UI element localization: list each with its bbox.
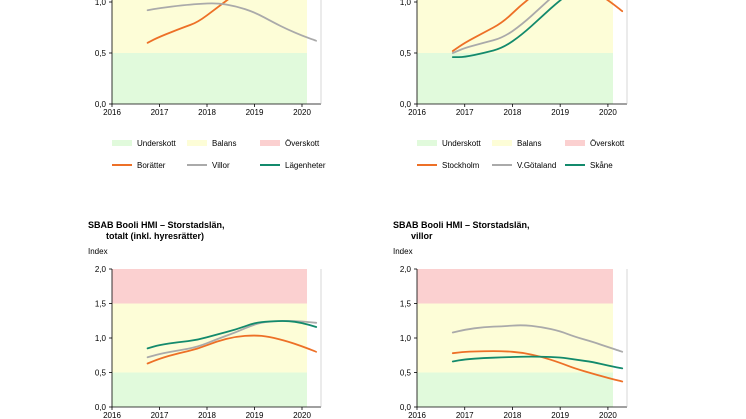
legend-label: Borätter xyxy=(137,161,166,170)
x-tick-label: 2018 xyxy=(198,411,216,419)
y-tick-label: 0,5 xyxy=(95,49,107,58)
y-axis-label: Index xyxy=(88,247,108,256)
x-tick-label: 2020 xyxy=(599,108,617,117)
legend-item-series: Borätter xyxy=(112,161,166,170)
y-tick-label: 1,0 xyxy=(400,334,412,343)
legend-item-series: Lägenheter xyxy=(260,161,326,170)
legend-label: Villor xyxy=(212,161,230,170)
chart-panel-2: 0,0 0,5 1,0 2016 2017 2018 2019 2020 Underskott B… xyxy=(400,0,628,170)
x-tick-label: 2019 xyxy=(551,108,569,117)
x-tick-label: 2020 xyxy=(293,411,311,419)
legend-label: Underskott xyxy=(442,139,481,148)
zone-band-under xyxy=(417,53,613,104)
series-line-v-götaland xyxy=(451,324,624,353)
legend-item-balans: Balans xyxy=(187,139,236,148)
zone-band-balans xyxy=(112,0,307,53)
y-tick-label: 0,0 xyxy=(400,403,412,412)
legend-swatch xyxy=(260,140,280,146)
zone-band-under xyxy=(112,372,307,407)
x-tick-label: 2016 xyxy=(408,411,426,419)
y-tick-label: 0,0 xyxy=(95,100,107,109)
y-tick-label: 0,5 xyxy=(400,49,412,58)
series-line-skåne xyxy=(451,0,563,59)
zone-band-balans xyxy=(417,303,613,373)
y-tick-label: 1,5 xyxy=(400,300,412,309)
y-tick-label: 0,5 xyxy=(95,369,107,378)
legend-label: Underskott xyxy=(137,139,176,148)
zone-band-over xyxy=(417,269,613,304)
legend-label: Skåne xyxy=(590,161,613,170)
legend-swatch xyxy=(187,140,207,146)
chart-title: totalt (inkl. hyresrätter) xyxy=(106,231,204,241)
chart-title: SBAB Booli HMI – Storstadslän, xyxy=(393,220,530,230)
legend-label: Balans xyxy=(517,139,541,148)
legend-swatch xyxy=(565,140,585,146)
y-tick-label: 1,0 xyxy=(400,0,412,7)
x-tick-label: 2017 xyxy=(151,411,169,419)
x-tick-label: 2019 xyxy=(246,411,264,419)
chart-title: villor xyxy=(411,231,433,241)
y-tick-label: 0,0 xyxy=(95,403,107,412)
legend-label: Överskott xyxy=(285,139,320,148)
zone-band-balans xyxy=(417,0,613,53)
y-tick-label: 2,0 xyxy=(95,265,107,274)
y-tick-label: 1,0 xyxy=(95,334,107,343)
legend-label: V.Götaland xyxy=(517,161,556,170)
x-tick-label: 2017 xyxy=(151,108,169,117)
legend-item-over: Överskott xyxy=(565,139,625,148)
x-tick-label: 2016 xyxy=(103,411,121,419)
chart-panel-1: 0,0 0,5 1,0 2016 2017 2018 2019 2020 Underskott B… xyxy=(95,0,326,170)
x-tick-label: 2017 xyxy=(456,108,474,117)
y-tick-label: 0,5 xyxy=(400,369,412,378)
legend-swatch xyxy=(417,140,437,146)
legend-label: Balans xyxy=(212,139,236,148)
x-tick-label: 2020 xyxy=(599,411,617,419)
x-tick-label: 2018 xyxy=(504,411,522,419)
y-tick-label: 1,0 xyxy=(95,0,107,7)
series-line-v-götaland xyxy=(451,0,551,54)
y-axis-label: Index xyxy=(393,247,413,256)
series-line-stockholm xyxy=(451,0,624,52)
zone-band-under xyxy=(112,53,307,104)
x-tick-label: 2019 xyxy=(551,411,569,419)
legend-item-series: Villor xyxy=(187,161,230,170)
legend-swatch xyxy=(112,140,132,146)
y-tick-label: 1,5 xyxy=(95,300,107,309)
legend-item-under: Underskott xyxy=(112,139,176,148)
series-line-borätter xyxy=(146,0,229,44)
y-tick-label: 0,0 xyxy=(400,100,412,109)
legend-label: Stockholm xyxy=(442,161,480,170)
zone-band-under xyxy=(417,372,613,407)
series-line-skåne xyxy=(451,355,624,370)
chart-title: SBAB Booli HMI – Storstadslän, xyxy=(88,220,225,230)
series-line-villor xyxy=(146,2,318,42)
chart-panel-4: 0,0 0,5 1,0 1,5 2,0 2016 2017 2018 2019 2020 SBAB … xyxy=(393,220,628,419)
y-tick-label: 2,0 xyxy=(400,265,412,274)
legend-item-series: Stockholm xyxy=(417,161,480,170)
legend-swatch xyxy=(492,140,512,146)
legend-item-over: Överskott xyxy=(260,139,320,148)
chart-panel-3: 0,0 0,5 1,0 1,5 2,0 2016 2017 2018 2019 2020 SBAB … xyxy=(88,220,322,419)
legend-item-under: Underskott xyxy=(417,139,481,148)
legend-label: Lägenheter xyxy=(285,161,326,170)
legend-item-series: Skåne xyxy=(565,161,613,170)
x-tick-label: 2018 xyxy=(198,108,216,117)
legend-item-balans: Balans xyxy=(492,139,541,148)
series-line-skåne xyxy=(146,320,318,350)
x-tick-label: 2019 xyxy=(246,108,264,117)
zone-band-over xyxy=(112,269,307,304)
x-tick-label: 2017 xyxy=(456,411,474,419)
series-line-stockholm xyxy=(146,334,318,365)
x-tick-label: 2020 xyxy=(293,108,311,117)
legend-label: Överskott xyxy=(590,139,625,148)
x-tick-label: 2018 xyxy=(504,108,522,117)
x-tick-label: 2016 xyxy=(408,108,426,117)
legend-item-series: V.Götaland xyxy=(492,161,556,170)
x-tick-label: 2016 xyxy=(103,108,121,117)
